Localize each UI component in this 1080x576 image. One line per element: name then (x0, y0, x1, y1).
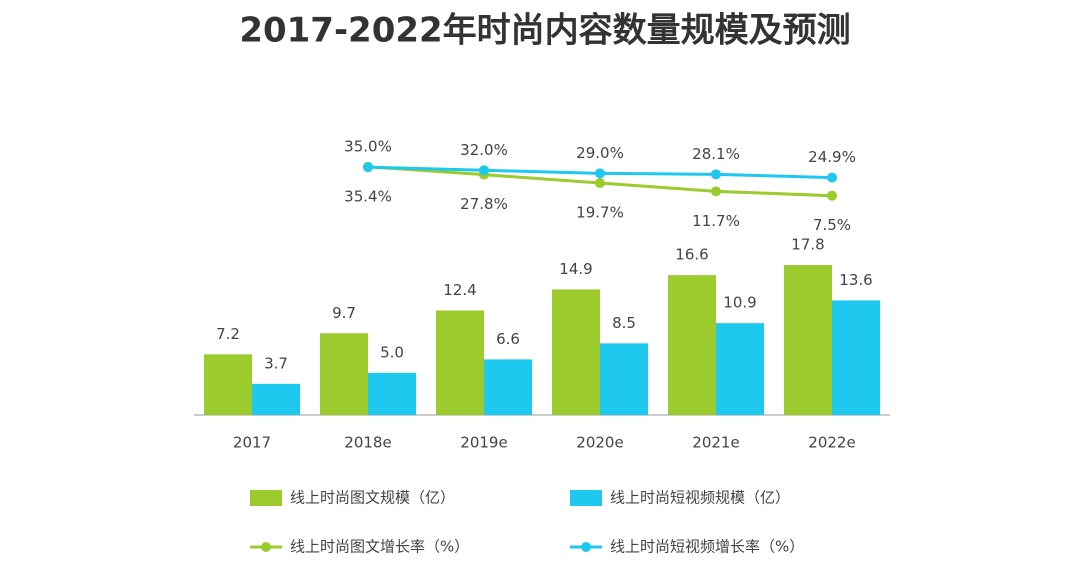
legend-label: 线上时尚短视频增长率（%） (610, 538, 804, 556)
bar-label: 14.9 (559, 260, 592, 278)
bar-label: 16.6 (675, 246, 708, 264)
line-label: 32.0% (460, 141, 508, 159)
line-point (827, 172, 837, 183)
bar-label: 10.9 (723, 294, 756, 312)
line-label: 35.0% (344, 138, 392, 156)
legend-swatch (261, 542, 271, 552)
bar (784, 265, 832, 415)
line-point (479, 165, 489, 176)
x-tick-label: 2018e (344, 434, 391, 452)
bar-label: 9.7 (332, 304, 356, 322)
x-tick-label: 2020e (576, 434, 623, 452)
x-tick-label: 2019e (460, 434, 507, 452)
line-label: 28.1% (692, 145, 740, 163)
legend-swatch (250, 490, 282, 506)
bar-label: 12.4 (443, 281, 476, 299)
bar (436, 310, 484, 415)
line-point (363, 162, 373, 173)
bar (204, 354, 252, 415)
bar (368, 372, 416, 415)
bar (320, 333, 368, 415)
bar-label: 13.6 (839, 271, 872, 289)
legend-label: 线上时尚短视频规模（亿） (610, 489, 790, 507)
bar (600, 343, 648, 415)
line-label: 11.7% (692, 212, 740, 230)
line-label: 19.7% (576, 204, 624, 222)
line-label: 35.4% (344, 187, 392, 205)
line-point (711, 169, 721, 180)
line-point (595, 178, 605, 189)
bar (484, 359, 532, 415)
line-point (827, 190, 837, 201)
chart-title: 2017-2022年时尚内容数量规模及预测 (239, 11, 850, 51)
legend-label: 线上时尚图文增长率（%） (290, 538, 469, 556)
legend-swatch (581, 542, 591, 552)
bar-label: 8.5 (612, 314, 636, 332)
line-point (595, 168, 605, 179)
bar (716, 323, 764, 415)
x-tick-label: 2022e (808, 434, 855, 452)
line-label: 27.8% (460, 195, 508, 213)
bar-label: 6.6 (496, 330, 520, 348)
legend-label: 线上时尚图文规模（亿） (290, 489, 455, 507)
bar-label: 3.7 (264, 354, 288, 372)
bar (668, 275, 716, 415)
line-label: 7.5% (813, 216, 851, 234)
bar (832, 300, 880, 415)
x-tick-label: 2021e (692, 434, 739, 452)
x-tick-label: 2017 (233, 434, 271, 452)
bar-label: 17.8 (791, 236, 824, 254)
line-label: 29.0% (576, 144, 624, 162)
bar-label: 5.0 (380, 343, 404, 361)
bar-label: 7.2 (216, 325, 240, 343)
legend-swatch (570, 490, 602, 506)
bar (552, 289, 600, 415)
line-label: 24.9% (808, 148, 856, 166)
line-point (711, 186, 721, 197)
bar (252, 383, 300, 415)
